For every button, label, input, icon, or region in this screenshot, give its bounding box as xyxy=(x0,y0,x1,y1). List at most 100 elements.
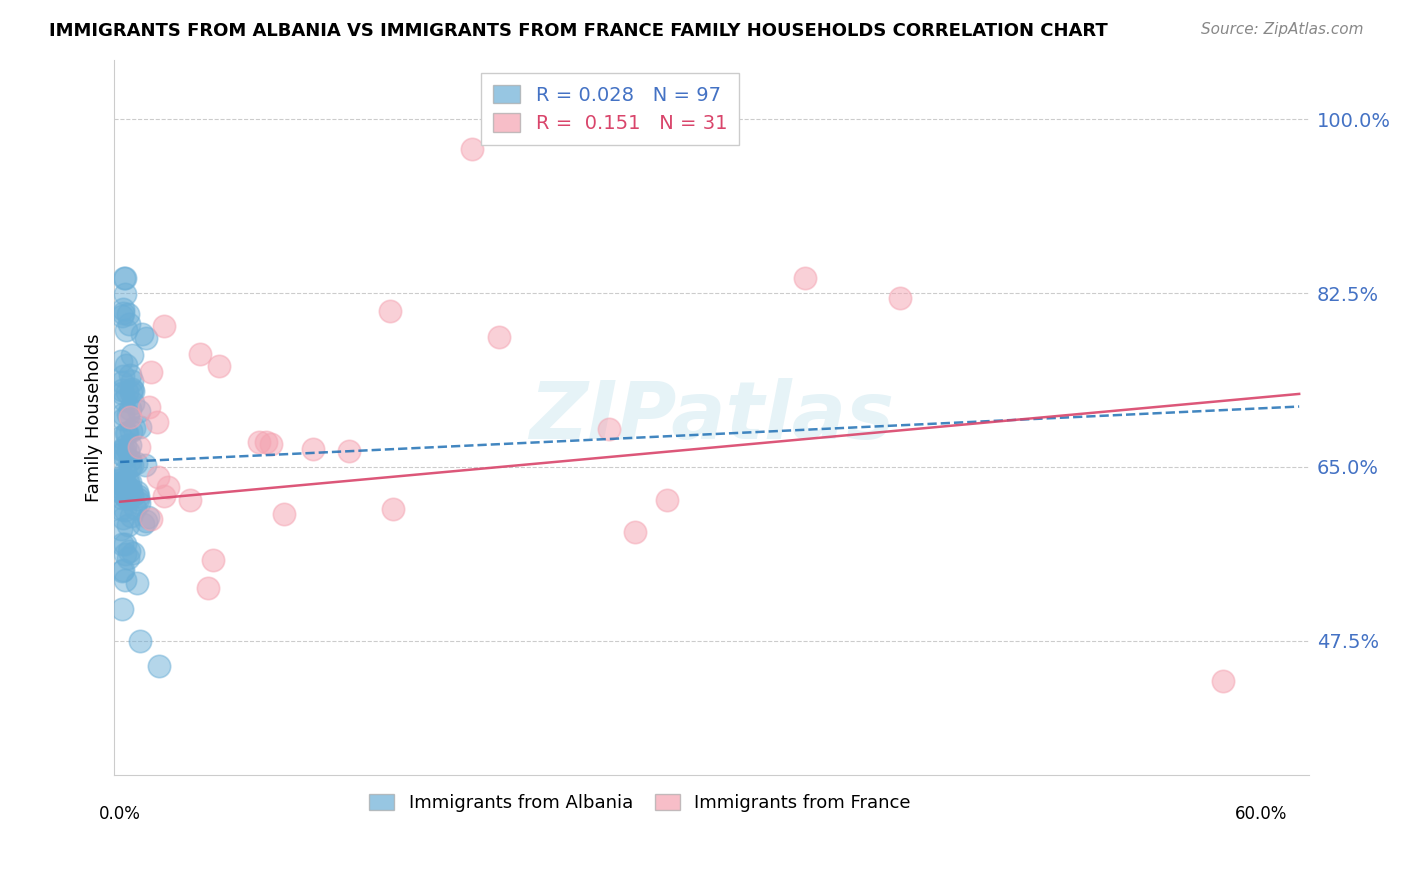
Point xyxy=(110,473,132,487)
Point xyxy=(115,384,138,399)
Point xyxy=(117,475,139,489)
Point xyxy=(124,501,146,516)
Point xyxy=(201,553,224,567)
Legend: Immigrants from Albania, Immigrants from France: Immigrants from Albania, Immigrants from… xyxy=(361,787,918,820)
Point xyxy=(118,458,141,473)
Point xyxy=(115,426,138,441)
Point xyxy=(110,470,132,484)
Point xyxy=(125,457,148,471)
Point xyxy=(156,480,179,494)
Point xyxy=(129,633,152,648)
Point xyxy=(117,307,139,321)
Point xyxy=(114,464,136,478)
Point xyxy=(114,287,136,301)
Text: Source: ZipAtlas.com: Source: ZipAtlas.com xyxy=(1201,22,1364,37)
Point xyxy=(111,486,134,500)
Point xyxy=(111,478,134,492)
Text: IMMIGRANTS FROM ALBANIA VS IMMIGRANTS FROM FRANCE FAMILY HOUSEHOLDS CORRELATION : IMMIGRANTS FROM ALBANIA VS IMMIGRANTS FR… xyxy=(49,22,1108,40)
Point xyxy=(110,522,132,536)
Point xyxy=(112,271,135,285)
Point xyxy=(127,485,149,500)
Point xyxy=(128,489,150,503)
Point xyxy=(118,438,141,452)
Point xyxy=(114,502,136,516)
Point xyxy=(139,511,162,525)
Text: 60.0%: 60.0% xyxy=(1234,805,1288,823)
Point xyxy=(120,385,142,400)
Point xyxy=(112,443,135,458)
Point xyxy=(115,474,138,488)
Point xyxy=(132,516,155,531)
Point xyxy=(249,435,271,450)
Point xyxy=(146,470,169,484)
Point xyxy=(110,385,132,400)
Point xyxy=(117,444,139,458)
Point xyxy=(118,410,141,425)
Point xyxy=(110,481,132,495)
Point xyxy=(110,446,132,460)
Point xyxy=(273,507,295,521)
Point xyxy=(488,330,510,344)
Point xyxy=(207,359,229,373)
Point xyxy=(111,412,134,426)
Point xyxy=(120,424,142,438)
Point xyxy=(111,309,134,323)
Point xyxy=(112,368,135,383)
Point xyxy=(128,496,150,510)
Point xyxy=(889,291,911,305)
Point xyxy=(111,537,134,551)
Point xyxy=(121,374,143,388)
Point xyxy=(112,511,135,525)
Point xyxy=(110,353,132,368)
Point xyxy=(139,365,162,379)
Point xyxy=(129,419,152,434)
Point xyxy=(117,491,139,505)
Y-axis label: Family Households: Family Households xyxy=(86,333,103,501)
Point xyxy=(110,502,132,516)
Point xyxy=(179,493,201,508)
Point xyxy=(121,395,143,409)
Point xyxy=(111,442,134,457)
Point xyxy=(115,480,138,494)
Point xyxy=(115,483,138,497)
Point xyxy=(131,326,153,341)
Point xyxy=(461,142,484,156)
Point xyxy=(598,422,620,436)
Point xyxy=(114,573,136,587)
Point xyxy=(128,404,150,418)
Point xyxy=(114,475,136,490)
Point xyxy=(127,492,149,507)
Point xyxy=(117,550,139,565)
Point xyxy=(260,437,283,451)
Point xyxy=(114,547,136,561)
Point xyxy=(120,509,142,524)
Point xyxy=(114,359,136,373)
Point xyxy=(111,563,134,577)
Point xyxy=(135,514,157,528)
Point xyxy=(302,442,325,457)
Point xyxy=(111,475,134,489)
Point xyxy=(111,384,134,398)
Point xyxy=(110,564,132,578)
Point xyxy=(110,475,132,490)
Point xyxy=(121,458,143,472)
Point xyxy=(122,546,145,560)
Point xyxy=(145,415,167,429)
Point xyxy=(153,489,176,503)
Point xyxy=(117,518,139,533)
Point xyxy=(1212,673,1234,688)
Point xyxy=(115,323,138,337)
Point xyxy=(111,306,134,320)
Point xyxy=(112,392,135,407)
Point xyxy=(111,491,134,505)
Point xyxy=(254,435,277,450)
Point xyxy=(136,509,159,524)
Point xyxy=(114,271,136,285)
Point xyxy=(121,348,143,362)
Point xyxy=(188,346,211,360)
Point xyxy=(114,536,136,550)
Point xyxy=(112,302,135,317)
Point xyxy=(118,368,141,383)
Point xyxy=(134,458,156,473)
Text: 0.0%: 0.0% xyxy=(100,805,141,823)
